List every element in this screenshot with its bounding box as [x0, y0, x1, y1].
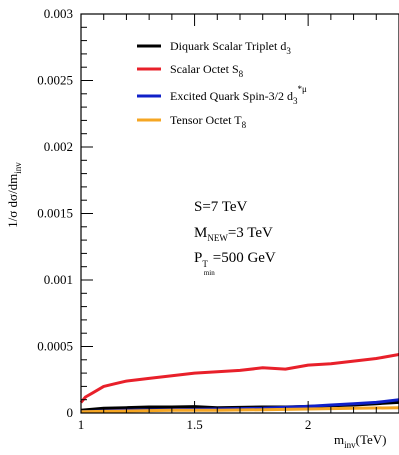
legend-label-scalar-octet: Scalar Octet S8 [170, 62, 244, 79]
x-tick-label: 2 [305, 417, 312, 432]
ticks-layer: 0 0.0005 0.001 0.0015 0.002 0.0025 0.003 1 1.5 2 [37, 6, 399, 432]
y-axis-label: 1/σ dσ/dminv [5, 162, 23, 228]
energy-annotation: S=7 TeV [194, 199, 248, 215]
y-tick-label: 0.002 [44, 139, 73, 154]
mass-annotation: MNEW=3 TeV [194, 225, 273, 243]
legend-label-tensor-octet: Tensor Octet T8 [170, 113, 247, 130]
x-axis-label: minv(TeV) [334, 432, 387, 450]
legend: Diquark Scalar Triplet d3 Scalar Octet S… [137, 39, 307, 130]
legend-label-diquark: Diquark Scalar Triplet d3 [170, 39, 291, 56]
series-layer [79, 353, 399, 414]
x-tick-label: 1.5 [186, 417, 202, 432]
y-tick-label: 0.0025 [37, 73, 73, 88]
legend-label-excited-quark: Excited Quark Spin-3/2 d3*μ [170, 84, 307, 106]
y-tick-label: 0.001 [44, 272, 73, 287]
pt-annotation: PT min=500 GeV [194, 250, 276, 277]
y-tick-label: 0.0005 [37, 339, 73, 354]
x-tick-label: 1 [78, 417, 85, 432]
y-tick-label: 0.003 [44, 6, 73, 21]
y-tick-label: 0 [67, 405, 74, 420]
y-tick-label: 0.0015 [37, 206, 73, 221]
series-line-0 [79, 353, 399, 404]
